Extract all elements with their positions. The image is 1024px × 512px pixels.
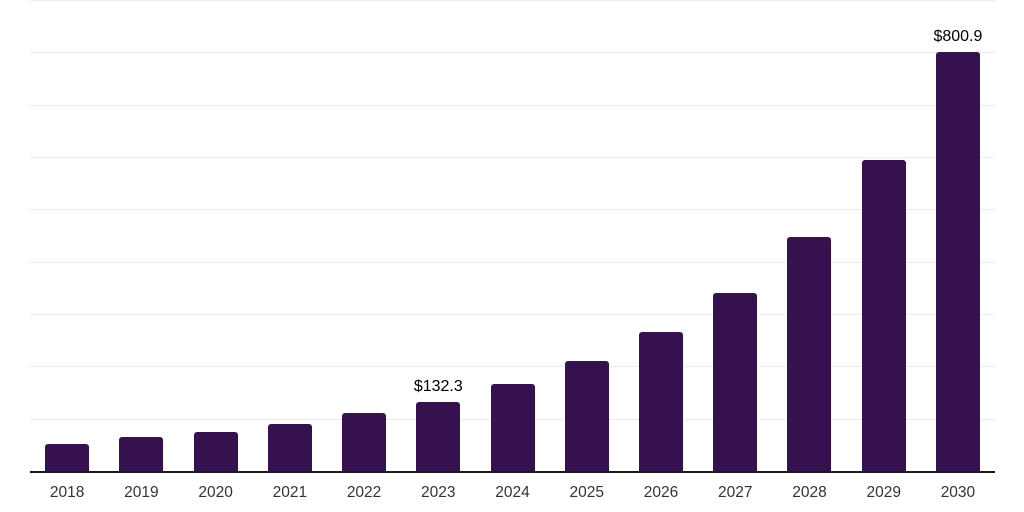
bar-2028 [787,237,832,471]
x-axis-labels: 2018 2019 2020 2021 2022 2023 2024 2025 2026 2027… [30,473,995,502]
gridline [30,52,995,54]
bar-slot-2030: $800.9 [921,0,995,471]
bar-slot-2021 [253,0,327,471]
bar-slot-2018 [30,0,104,471]
x-tick-label-2028: 2028 [792,484,827,501]
x-tick-label-2026: 2026 [643,484,679,501]
gridline [30,104,995,106]
bar-slot-2022 [327,0,401,471]
gridline [30,314,995,315]
bar-2029 [861,160,906,471]
bar-slot-2027 [698,0,772,471]
bar-2022 [342,413,387,471]
bar-2024 [490,384,535,471]
bar-2021 [267,424,312,471]
bar-2030: $800.9 [933,28,982,471]
x-tick-label-2022: 2022 [346,484,382,501]
bar-slot-2019 [104,0,178,471]
bar-2027 [713,292,758,471]
x-tick-label-2023: 2023 [421,484,456,501]
bar-slot-2028 [772,0,846,471]
x-tick-label-2019: 2019 [124,484,159,501]
bar-slot-2025 [550,0,624,471]
gridline [30,261,995,263]
bar-value-label-2023: $132.3 [413,377,463,395]
bar-2018 [45,444,90,471]
bar-2023: $132.3 [414,378,463,471]
bar-slot-2024 [475,0,549,471]
bar-slot-2023: $132.3 [401,0,475,471]
gridline [30,157,995,158]
x-tick-label-2021: 2021 [272,484,308,501]
bar-slot-2026 [624,0,698,471]
bar-2025 [564,361,609,471]
bar-value-label-2030: $800.9 [933,27,983,45]
bar-2019 [119,437,164,471]
bars-container: $132.3 $800.9 [30,0,995,471]
gridline [30,366,995,368]
x-tick-label-2024: 2024 [495,484,530,501]
x-tick-label-2029: 2029 [866,484,901,501]
bar-2020 [193,432,238,471]
gridline [30,0,995,1]
x-tick-label-2025: 2025 [569,484,604,501]
x-tick-label-2020: 2020 [198,484,233,501]
bar-slot-2029 [847,0,921,471]
bar-2026 [638,331,683,471]
x-tick-label-2018: 2018 [49,484,85,501]
x-tick-label-2030: 2030 [940,484,976,501]
gridline [30,209,995,211]
plot-area: $132.3 $800.9 [30,0,995,473]
x-tick-label-2027: 2027 [717,484,753,501]
bar-slot-2020 [178,0,252,471]
